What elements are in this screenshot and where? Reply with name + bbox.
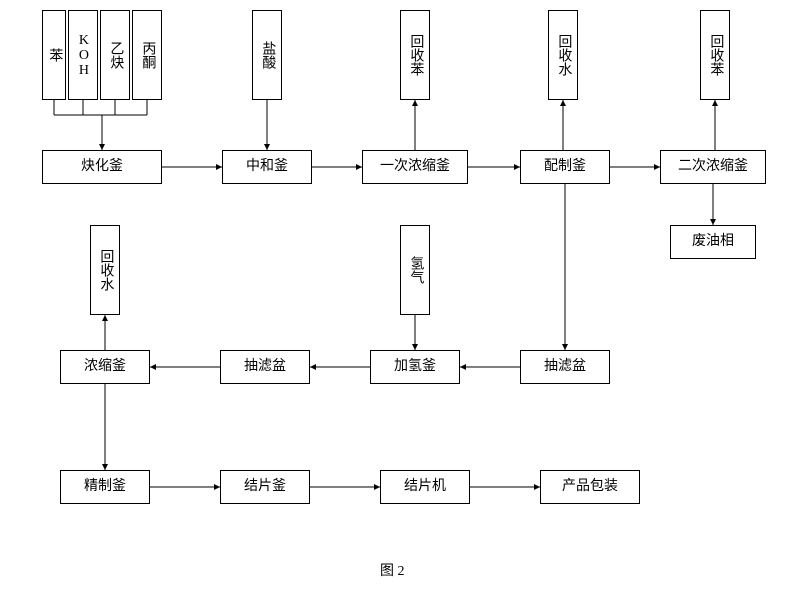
box-first-conc: 一次浓缩釜 (362, 150, 468, 184)
output-recover-water-1: 回收水 (548, 10, 578, 100)
output-recover-water-2: 回收水 (90, 225, 120, 315)
box-flaking-kettle: 结片釜 (220, 470, 310, 504)
figure-caption: 图 2 (380, 560, 405, 580)
output-recover-benzene-1: 回收苯 (400, 10, 430, 100)
input-hydrogen: 氢气 (400, 225, 430, 315)
box-flaker: 结片机 (380, 470, 470, 504)
box-prep: 配制釜 (520, 150, 610, 184)
box-filter-basin-2: 抽滤盆 (520, 350, 610, 384)
box-packaging: 产品包装 (540, 470, 640, 504)
box-refining: 精制釜 (60, 470, 150, 504)
box-second-conc: 二次浓缩釜 (660, 150, 766, 184)
input-benzene: 苯 (42, 10, 66, 100)
input-acetylene: 乙炔 (100, 10, 130, 100)
input-koh: KOH (68, 10, 98, 100)
box-ethynylation: 炔化釜 (42, 150, 162, 184)
box-concentration: 浓缩釜 (60, 350, 150, 384)
input-acetone: 丙酮 (132, 10, 162, 100)
box-hydrogenation: 加氢釜 (370, 350, 460, 384)
box-filter-basin-1: 抽滤盆 (220, 350, 310, 384)
output-recover-benzene-2: 回收苯 (700, 10, 730, 100)
box-waste-oil: 废油相 (670, 225, 756, 259)
box-neutralization: 中和釜 (222, 150, 312, 184)
input-hcl: 盐酸 (252, 10, 282, 100)
